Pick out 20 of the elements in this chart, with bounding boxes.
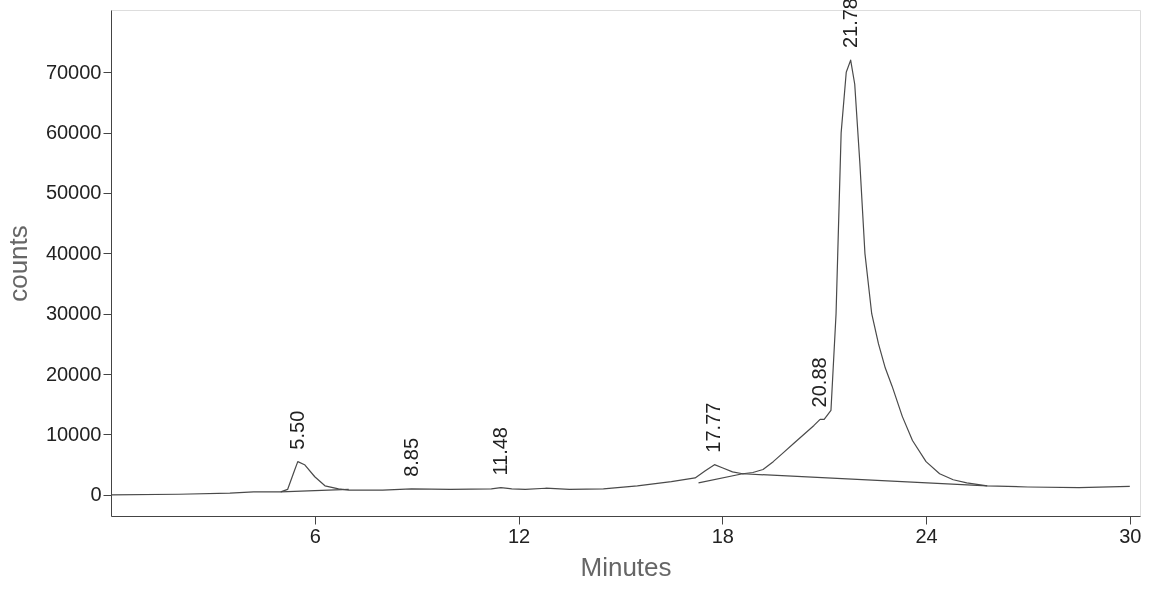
annotation: 11.48 [488,427,511,476]
x-axis-title: Minutes [580,551,672,582]
annotation: 17.77 [702,402,725,453]
x-tick-label: 12 [507,524,531,547]
y-tick-label: 0 [90,483,102,506]
y-tick-label: 70000 [45,60,102,83]
annotation: 5.50 [285,410,308,450]
annotation: 8.85 [399,437,422,477]
y-tick-label: 30000 [45,302,102,325]
x-tick-label: 24 [915,524,938,547]
y-tick-label: 20000 [45,362,102,385]
y-tick-label: 50000 [45,181,102,204]
x-tick-label: 18 [711,524,734,547]
x-tick-label: 30 [1119,524,1142,547]
y-tick-label: 40000 [45,241,102,264]
y-tick-label: 60000 [45,121,102,144]
annotation: 20.88 [808,357,831,408]
y-axis-title: counts [2,225,33,302]
y-tick-label: 10000 [45,422,102,445]
x-tick-label: 6 [309,524,321,547]
